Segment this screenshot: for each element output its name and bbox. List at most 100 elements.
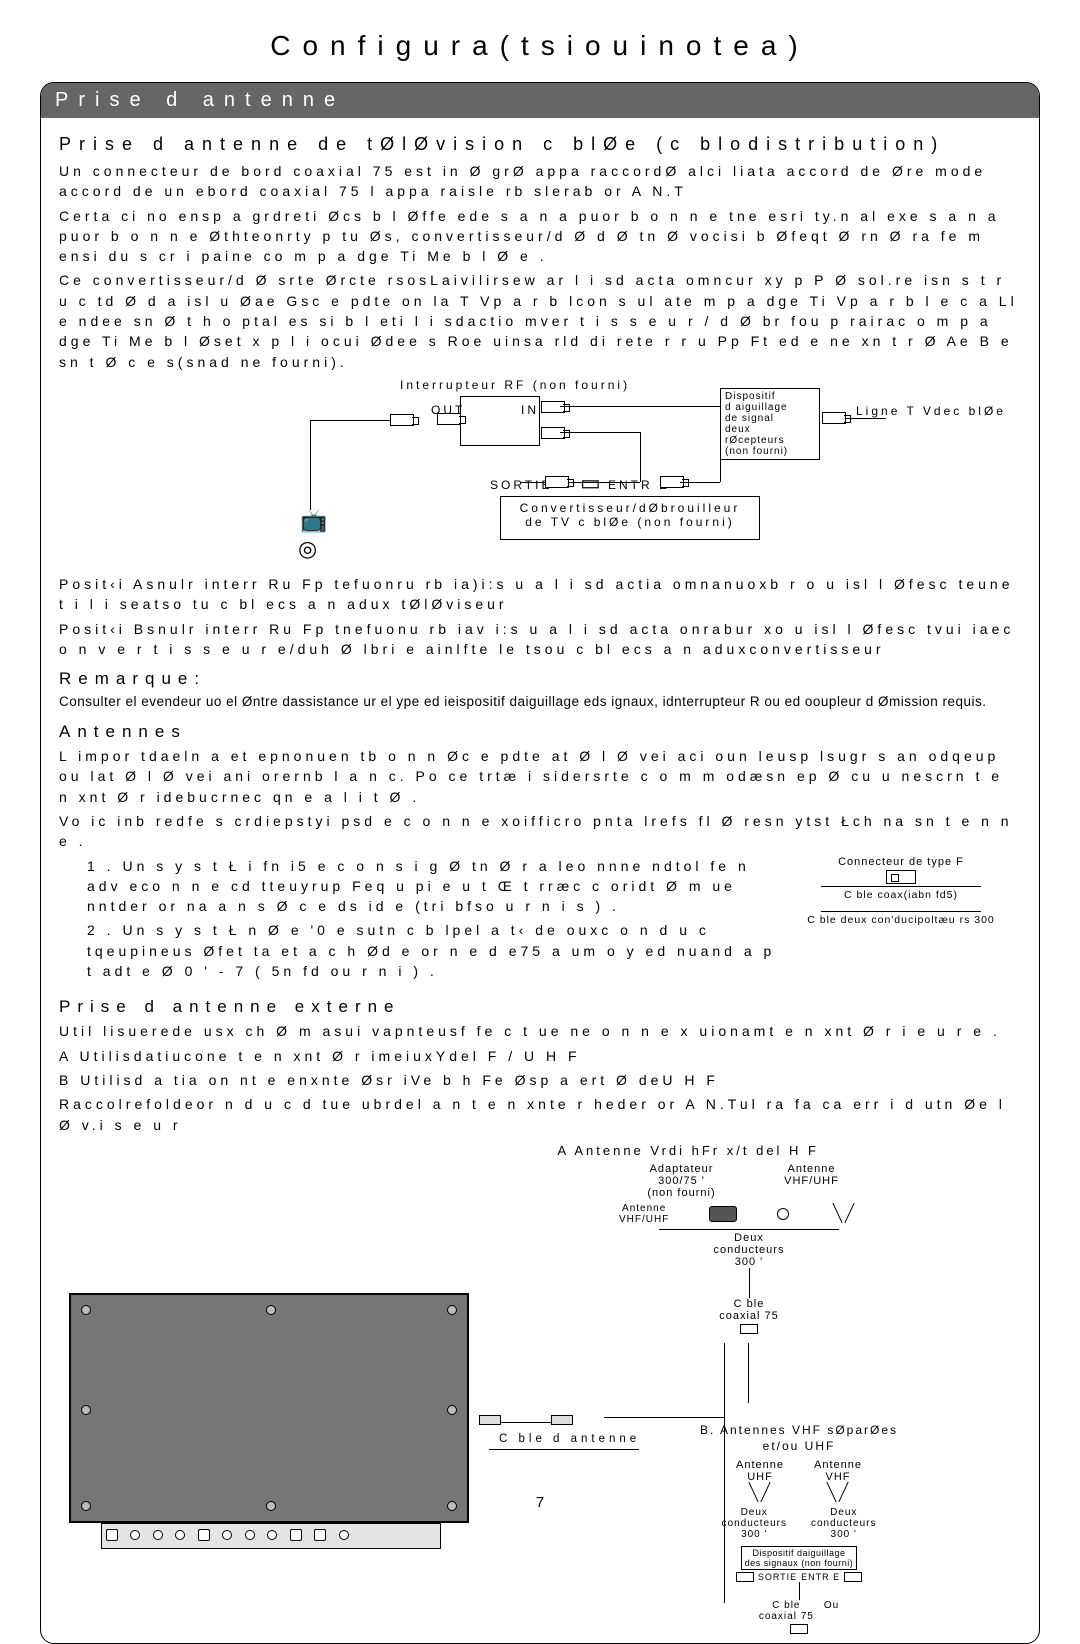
tv-back-panel (69, 1293, 469, 1523)
antenna-list: 1 . Un s y s t Ł i fn i5 e c o n s i g Ø… (87, 856, 787, 982)
port10 (314, 1529, 326, 1541)
side-connecteur-label: Connecteur de type F (781, 856, 1021, 868)
d2-disp1: Dispositif daiguillage (745, 1548, 854, 1558)
cable-wire (501, 1422, 551, 1423)
antennes-p2: Vo ic inb redfe s crdiepstyi psd e c o n… (59, 811, 1021, 852)
d2-sortie: SORTIE (758, 1572, 797, 1582)
remarque-text: Consulter el evendeur uo el Øntre dassis… (59, 693, 1021, 712)
splitter-box: Dispositif d aiguillage de signal deux r… (720, 388, 820, 460)
conn-sortie (545, 476, 569, 488)
label-ligne: Ligne T Vdec blØe (856, 404, 1006, 418)
d2-b-down (799, 1582, 800, 1600)
satellite-icon: ◎ (298, 536, 317, 562)
d2-title-b1: B. Antennes VHF sØparØes (659, 1423, 939, 1437)
d2-b-deux2a: conducteurs (722, 1518, 787, 1529)
cable-tv-p3: Ce convertisseur/d Ø srte Ørcte rsosLaiv… (59, 270, 1021, 371)
d2-ant-small2: VHF/UHF (619, 1214, 669, 1225)
combiner-out (736, 1572, 754, 1582)
combiner-in (844, 1572, 862, 1582)
page-number: 7 (0, 1494, 1080, 1511)
disp-l2: d aiguillage (725, 402, 815, 413)
d2-disp2: des signaux (non fourni) (745, 1558, 854, 1568)
d2-group-a: Adaptateur 300/75 ' (non fourni) Antenne… (619, 1163, 879, 1336)
ring-icon (777, 1208, 789, 1220)
port7 (245, 1530, 255, 1540)
side-deux-label: C ble deux con'ducipoltæu rs 300 (781, 914, 1021, 926)
d2-adaptateur1: Adaptateur (642, 1163, 722, 1175)
splitter-down2 (680, 482, 720, 483)
d2-b-deux3b: 300 ' (811, 1529, 876, 1540)
d2-ant-uhf2: UHF (736, 1471, 784, 1483)
screw-ml (81, 1405, 91, 1415)
port6 (222, 1530, 232, 1540)
d2-title-a: A Antenne Vrdi hFr x/t del H F (558, 1143, 820, 1158)
conn-out (437, 413, 461, 425)
line1 (310, 420, 390, 421)
splitter-down (720, 460, 721, 482)
label-in: IN (521, 403, 539, 417)
position-b: Posit‹i Bsnulr interr Ru Fp tnefuonu rb … (59, 619, 1021, 660)
externe-p4: Raccolrefoldeor n d u c d tue ubrdel a n… (59, 1094, 1021, 1135)
side-underline2 (821, 911, 981, 912)
d2-ant-uhf1: Antenne (736, 1459, 784, 1471)
d2-ant-vhf2: VHF (814, 1471, 862, 1483)
d2-join-v (724, 1343, 725, 1603)
d2-ou: Ou (824, 1600, 839, 1622)
diagram-rf-switch: Interrupteur RF (non fourni) OUT IN A B … (190, 378, 890, 568)
d2-ant-vhf1: Antenne (814, 1459, 862, 1471)
disp-l4: deux (725, 424, 815, 435)
d2-entree: ENTR E (801, 1572, 840, 1582)
converter-box: Convertisseur/dØbrouilleur de TV c blØe … (500, 496, 760, 540)
port9 (290, 1529, 302, 1541)
port3 (153, 1530, 163, 1540)
d2-deux2: conducteurs (619, 1244, 879, 1256)
d2-cable-ant-label: C ble d antenne (499, 1433, 640, 1445)
port2 (130, 1530, 140, 1540)
converter-l1: Convertisseur/dØbrouilleur (501, 501, 759, 515)
d2-b-coax2: coaxial 75 (759, 1611, 814, 1622)
d2-adaptateur2: 300/75 ' (642, 1175, 722, 1187)
d2-join-h (604, 1417, 724, 1418)
d2-b-deux2b: conducteurs (811, 1518, 876, 1529)
screw-tl (81, 1305, 91, 1315)
cable-tv-p2: Certa ci no ensp a grdreti Øcs b l Øffe … (59, 206, 1021, 267)
page-title: Configura(tsiouinotea) (40, 30, 1040, 62)
d2-group-b: B. Antennes VHF sØparØes et/ou UHF Anten… (659, 1423, 939, 1636)
disp-l6: (non fourni) (725, 446, 815, 457)
coax-plug-a (740, 1324, 758, 1334)
adapter-icon (709, 1206, 737, 1222)
line2 (310, 420, 311, 510)
screw-tc (266, 1305, 276, 1315)
rf-switch-box: OUT IN A B (460, 396, 540, 446)
cable-tv-p1: Un connecteur de bord coaxial 75 est in … (59, 161, 1021, 202)
side-underline1 (821, 886, 981, 887)
d2-cable-underline (489, 1449, 639, 1450)
port11 (339, 1530, 349, 1540)
screw-tr (447, 1305, 457, 1315)
label-sortie: SORTIE (490, 478, 552, 492)
remarque-heading: Remarque: (59, 669, 1021, 689)
d2-vline-a (748, 1343, 749, 1403)
disp-l1: Dispositif (725, 391, 815, 402)
antenna-cable (479, 1411, 599, 1425)
converter-l2: de TV c blØe (non fourni) (501, 515, 759, 529)
conn-splitter (822, 412, 846, 424)
main-frame: Prise d antenne Prise d antenne de tØlØv… (40, 82, 1040, 1644)
antennes-p1: L impor tdaeln a et epnonuen tb o n n Øc… (59, 746, 1021, 807)
d2-coax2: coaxial 75 (619, 1310, 879, 1322)
externe-p3: B Utilisd a tia on nt e enxnte Øsr iVe b… (59, 1070, 1021, 1090)
cable-plug-l (479, 1415, 501, 1425)
port1 (106, 1529, 118, 1541)
line-b1 (560, 432, 640, 433)
d2-ant-small: Antenne (619, 1203, 669, 1214)
decoder-icon: ▭ (580, 470, 601, 496)
line-a (560, 406, 720, 407)
antenna-item2: 2 . Un s y s t Ł n Ø e '0 e sutn c b lpe… (87, 920, 787, 981)
cable-plug-r (551, 1415, 573, 1425)
port8 (267, 1530, 277, 1540)
disp-l5: rØcepteurs (725, 435, 815, 446)
side-connector-box: Connecteur de type F C ble coax(iabn fd5… (781, 856, 1021, 926)
conn-left (390, 414, 414, 426)
d2-coax1: C ble (619, 1298, 879, 1310)
conn-b (541, 427, 565, 439)
